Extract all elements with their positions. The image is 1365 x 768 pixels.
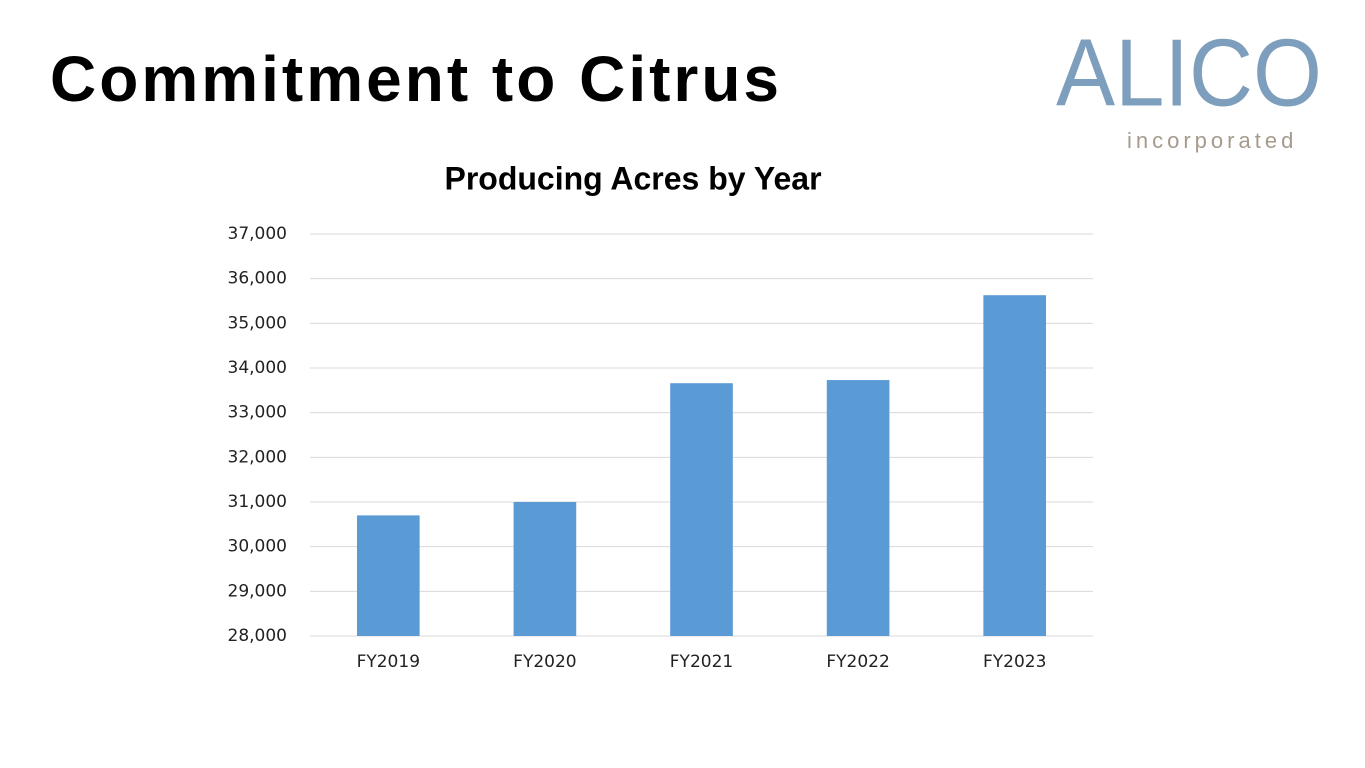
x-tick-label: FY2022 [826, 652, 889, 672]
bar [826, 380, 890, 636]
x-tick-label: FY2023 [983, 652, 1046, 672]
page-title: Commitment to Citrus [50, 43, 782, 115]
y-tick-label: 31,000 [228, 492, 287, 512]
y-tick-label: 32,000 [228, 447, 287, 467]
logo-tagline: incorporated [1127, 128, 1297, 153]
bar [983, 295, 1047, 636]
y-tick-label: 30,000 [228, 537, 287, 557]
y-tick-label: 28,000 [228, 626, 287, 646]
y-tick-label: 33,000 [228, 403, 287, 423]
y-tick-label: 29,000 [228, 581, 287, 601]
y-tick-label: 34,000 [228, 358, 287, 378]
y-tick-label: 37,000 [228, 224, 287, 244]
y-tick-label: 36,000 [228, 269, 287, 289]
x-tick-label: FY2020 [513, 652, 576, 672]
y-tick-label: 35,000 [228, 313, 287, 333]
chart-title: Producing Acres by Year [444, 160, 821, 196]
bar [513, 502, 577, 636]
x-tick-label: FY2021 [670, 652, 733, 672]
x-tick-label: FY2019 [357, 652, 420, 672]
logo-name: ALICO [1056, 19, 1322, 126]
bar [356, 515, 420, 636]
bar [670, 383, 733, 636]
